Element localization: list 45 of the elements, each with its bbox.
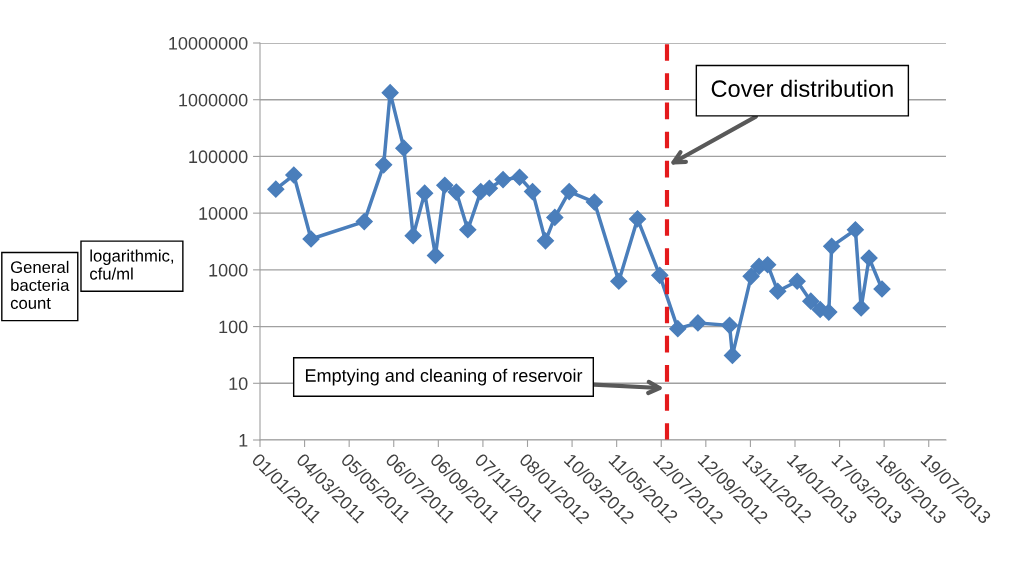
point <box>669 320 687 338</box>
point <box>375 156 393 174</box>
point <box>846 221 864 239</box>
point <box>788 272 806 290</box>
point <box>404 227 422 245</box>
point <box>721 316 739 334</box>
point <box>769 282 787 300</box>
point <box>860 249 878 267</box>
point <box>802 292 820 310</box>
point <box>742 267 760 285</box>
point <box>436 176 454 194</box>
point <box>852 299 870 317</box>
point <box>355 213 373 231</box>
point <box>628 210 647 228</box>
text: General bacteria count <box>10 260 70 309</box>
y-tick-label: 1 <box>239 434 248 447</box>
point <box>873 280 891 298</box>
text: logarithmic, cfu/ml <box>90 249 174 280</box>
y-tick-label: 10000 <box>199 207 248 220</box>
y-tick-label: 100 <box>219 320 248 334</box>
point <box>267 180 285 198</box>
annotation: Cover distribution <box>711 79 893 98</box>
point <box>585 193 603 211</box>
point <box>416 184 434 202</box>
point <box>546 208 564 226</box>
point <box>689 314 707 332</box>
point <box>395 139 413 157</box>
point <box>823 237 841 255</box>
point <box>285 166 303 184</box>
point <box>610 272 628 290</box>
y-tick-label: 1000000 <box>179 93 248 107</box>
y-tick-label: 100000 <box>189 150 248 164</box>
point <box>459 221 477 239</box>
point <box>494 171 512 189</box>
y-tick-label: 10000000 <box>169 36 248 50</box>
point <box>651 266 669 284</box>
point <box>560 183 578 201</box>
point <box>511 168 529 186</box>
point <box>302 230 320 248</box>
y-tick-label: 10 <box>229 377 248 391</box>
point <box>447 183 465 201</box>
annotation: Emptying and cleaning of reservoir <box>305 368 583 386</box>
y-tick-label: 1000 <box>209 263 248 277</box>
point <box>536 232 555 250</box>
point <box>523 183 542 201</box>
